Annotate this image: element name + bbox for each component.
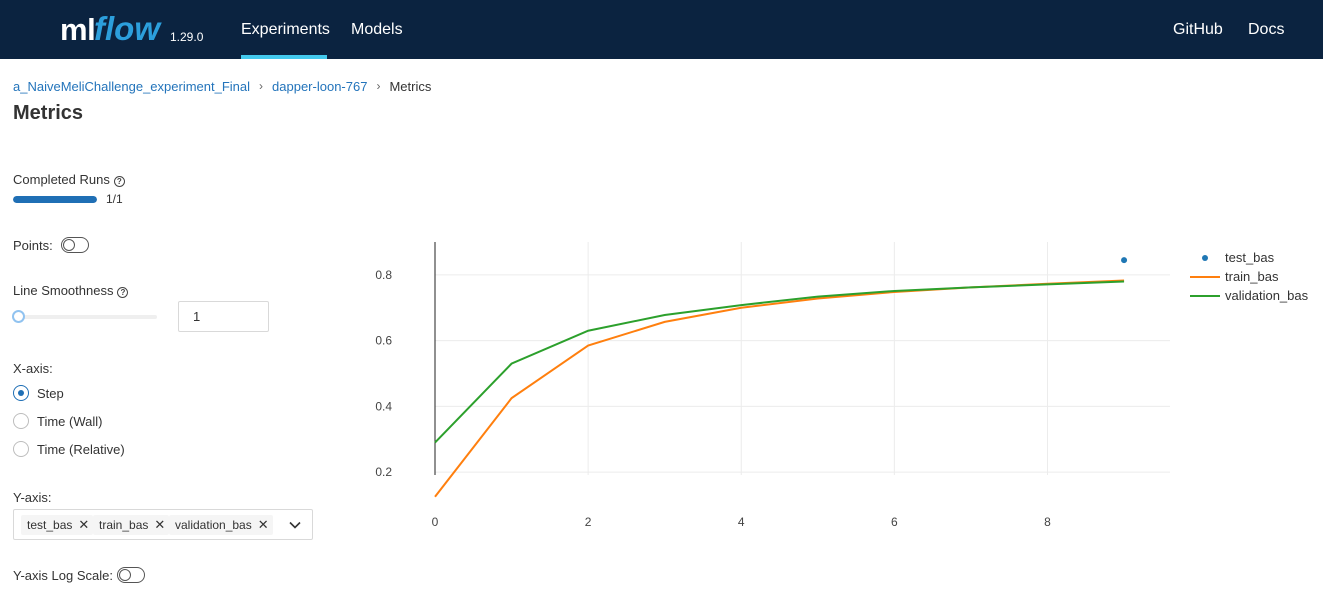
toggle-knob [63,239,75,251]
logo-ml-text: ml [60,12,96,47]
xaxis-option-relative[interactable]: Time (Relative) [13,440,125,458]
legend-item-test[interactable]: test_bas [1190,248,1308,267]
breadcrumb-current: Metrics [389,78,432,94]
line-smoothness-label: Line Smoothness? [13,283,129,298]
legend-label: validation_bas [1225,288,1309,303]
xaxis-option-wall[interactable]: Time (Wall) [13,412,102,430]
progress-fill [13,196,97,203]
xaxis-option-label: Step [37,385,64,401]
y-tick-label: 0.4 [375,399,392,413]
nav-github[interactable]: GitHub [1173,20,1223,38]
x-tick-label: 2 [585,515,592,529]
legend-line [1190,294,1220,297]
breadcrumb-separator: › [259,79,264,93]
radio-unchecked[interactable] [13,413,29,429]
line-smoothness-input[interactable]: 1 [178,301,269,332]
xaxis-option-label: Time (Wall) [37,413,103,429]
x-tick-label: 6 [891,515,898,529]
legend-item-train[interactable]: train_bas [1190,267,1308,286]
question-circle-icon[interactable]: ? [113,176,125,187]
series-point-test_bas[interactable] [1121,257,1128,264]
yaxis-log-toggle[interactable] [117,567,145,583]
points-label: Points: [13,238,53,253]
nav-docs[interactable]: Docs [1248,20,1285,38]
nav-experiments[interactable]: Experiments [241,20,330,38]
completed-runs-text: Completed Runs [13,172,110,187]
breadcrumb: a_NaiveMeliChallenge_experiment_Final › … [13,77,431,95]
top-navbar: ml flow 1.29.0 Experiments Models GitHub… [0,0,1323,59]
chevron-down-icon[interactable] [288,518,302,532]
tag-label: validation_bas [175,518,252,532]
radio-checked[interactable] [13,385,29,401]
yaxis-metric-select[interactable]: test_bas ✕ train_bas ✕ validation_bas ✕ [13,509,313,540]
question-circle-icon[interactable]: ? [117,287,129,298]
close-icon[interactable]: ✕ [257,517,269,532]
yaxis-tag: train_bas ✕ [93,515,170,535]
series-line-validation_bas[interactable] [434,280,1125,444]
x-tick-label: 0 [432,515,439,529]
page-title: Metrics [13,102,84,124]
breadcrumb-separator: › [376,79,381,93]
radio-unchecked[interactable] [13,441,29,457]
breadcrumb-experiment[interactable]: a_NaiveMeliChallenge_experiment_Final [13,78,251,94]
metrics-chart[interactable]: 0.2 0.4 0.6 0.8 0 2 4 6 8 [340,230,1323,530]
yaxis-tag: validation_bas ✕ [169,515,273,535]
tag-label: test_bas [27,518,73,532]
line-smoothness-text: Line Smoothness [13,283,114,298]
completed-runs-progress [13,196,97,203]
xaxis-option-step[interactable]: Step [13,384,64,402]
legend-label: train_bas [1225,269,1279,284]
y-tick-label: 0.8 [375,268,392,282]
yaxis-tag: test_bas ✕ [21,515,94,535]
active-tab-indicator [241,55,327,59]
version-label: 1.29.0 [170,30,204,44]
tag-label: train_bas [99,518,149,532]
slider-handle[interactable] [12,310,25,323]
points-toggle[interactable] [61,237,89,253]
close-icon[interactable]: ✕ [154,517,166,532]
breadcrumb-run[interactable]: dapper-loon-767 [272,78,368,94]
completed-runs-label: Completed Runs? [13,172,125,187]
chart-legend: test_bas train_bas validation_bas [1190,248,1308,305]
legend-line [1190,275,1220,278]
yaxis-log-label: Y-axis Log Scale: [13,568,113,583]
x-tick-label: 8 [1044,515,1051,529]
y-tick-label: 0.2 [375,465,392,479]
yaxis-label: Y-axis: [13,490,52,505]
line-smoothness-slider[interactable] [13,315,157,319]
series-line-train_bas[interactable] [434,279,1125,498]
toggle-knob [119,569,131,581]
logo-flow-text: flow [94,10,160,47]
close-icon[interactable]: ✕ [78,517,90,532]
nav-models[interactable]: Models [351,20,403,38]
x-tick-label: 4 [738,515,745,529]
xaxis-option-label: Time (Relative) [37,441,125,457]
completed-runs-count: 1/1 [106,192,123,206]
xaxis-label: X-axis: [13,361,53,376]
legend-item-validation[interactable]: validation_bas [1190,286,1308,305]
y-tick-label: 0.6 [375,334,392,348]
legend-marker [1202,254,1208,261]
legend-label: test_bas [1225,250,1275,265]
